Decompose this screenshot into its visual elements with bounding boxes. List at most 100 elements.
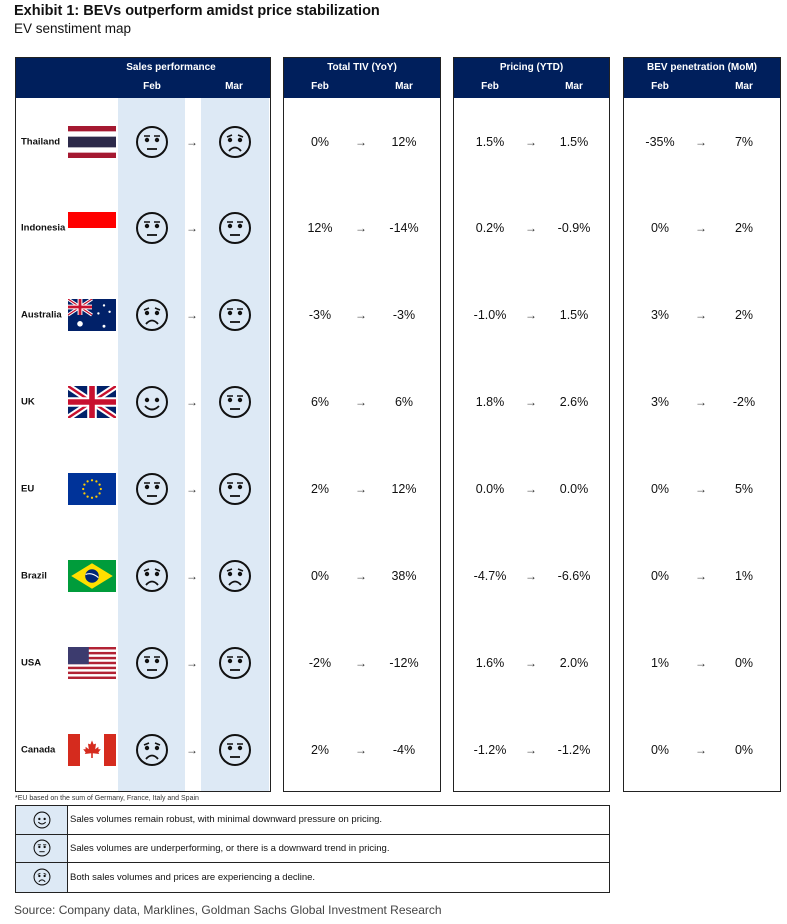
bev-mar-value: 1% — [734, 569, 754, 583]
bev-penetration-panel: BEV penetration (MoM) Feb Mar -35% → 7% 0% →… — [623, 57, 781, 792]
panel-header: Pricing (YTD) Feb Mar — [454, 58, 609, 98]
arrow-icon: → — [355, 742, 367, 757]
brazil-flag-icon — [68, 560, 116, 592]
country-name: Canada — [21, 744, 56, 756]
face-neutral-icon — [135, 472, 169, 506]
arrow-icon: → — [695, 482, 707, 497]
arrow-icon: → — [525, 395, 537, 410]
tiv-mar-value: -12% — [389, 655, 419, 670]
legend-text: Sales volumes remain robust, with minima… — [70, 814, 383, 826]
bev-mar-value: 0% — [734, 655, 754, 670]
arrow-icon: → — [186, 569, 198, 583]
arrow-icon: → — [186, 221, 198, 236]
pricing-mar-value: -1.2% — [557, 742, 591, 757]
exhibit-subtitle: EV senstiment map — [14, 21, 132, 36]
pricing-feb-value: 0.0% — [475, 482, 505, 497]
thailand-flag-icon — [68, 125, 116, 158]
bev-mar-value: -2% — [732, 395, 756, 410]
country-name: USA — [21, 657, 42, 669]
bev-mar-value: 7% — [734, 134, 754, 149]
panel-title: Sales performance — [126, 62, 216, 73]
country-name: Indonesia — [21, 222, 66, 234]
bev-feb-value: 3% — [650, 308, 670, 323]
mar-header: Mar — [565, 81, 583, 92]
arrow-icon: → — [695, 308, 707, 323]
legend-text: Sales volumes are underperforming, or th… — [70, 842, 390, 854]
mar-band — [201, 98, 269, 791]
arrow-icon: → — [355, 482, 367, 497]
pricing-feb-value: 1.6% — [475, 655, 505, 670]
legend: Sales volumes remain robust, with minima… — [15, 805, 610, 893]
feb-header: Feb — [311, 81, 329, 92]
tiv-feb-value: 0% — [310, 134, 330, 149]
face-neutral-icon — [16, 834, 68, 862]
panel-header: Total TIV (YoY) Feb Mar — [284, 58, 440, 98]
face-sad-icon — [135, 733, 169, 767]
feb-header: Feb — [651, 81, 669, 92]
pricing-feb-value: 0.2% — [475, 221, 505, 236]
feb-header: Feb — [143, 81, 161, 92]
arrow-icon: → — [355, 134, 367, 149]
panel-title: BEV penetration (MoM) — [647, 62, 757, 73]
arrow-icon: → — [525, 134, 537, 149]
face-happy-icon — [135, 385, 169, 419]
bev-feb-value: 0% — [650, 221, 670, 236]
bev-feb-value: -35% — [645, 134, 675, 149]
face-sad-icon — [135, 559, 169, 593]
pricing-mar-value: -6.6% — [557, 569, 591, 583]
bev-mar-value: 2% — [734, 221, 754, 236]
legend-row: Sales volumes are underperforming, or th… — [16, 834, 609, 863]
arrow-icon: → — [525, 569, 537, 583]
arrow-icon: → — [355, 655, 367, 670]
pricing-feb-value: 1.8% — [475, 395, 505, 410]
arrow-icon: → — [355, 221, 367, 236]
tiv-feb-value: 12% — [307, 221, 333, 236]
arrow-icon: → — [186, 134, 198, 149]
arrow-icon: → — [525, 742, 537, 757]
arrow-icon: → — [525, 221, 537, 236]
arrow-icon: → — [186, 655, 198, 670]
face-neutral-icon — [218, 733, 252, 767]
tiv-feb-value: -2% — [308, 655, 332, 670]
australia-flag-icon — [67, 297, 116, 332]
arrow-icon: → — [186, 308, 198, 323]
pricing-mar-value: 2.6% — [559, 395, 589, 410]
arrow-icon: → — [186, 742, 198, 757]
feb-band — [118, 98, 185, 791]
bev-feb-value: 0% — [650, 569, 670, 583]
mar-header: Mar — [735, 81, 753, 92]
pricing-feb-value: -1.0% — [473, 308, 507, 323]
arrow-icon: → — [355, 308, 367, 323]
tiv-mar-value: 6% — [394, 395, 414, 410]
bev-feb-value: 3% — [650, 395, 670, 410]
panel-header: BEV penetration (MoM) Feb Mar — [624, 58, 780, 98]
arrow-icon: → — [525, 308, 537, 323]
pricing-feb-value: -1.2% — [473, 742, 507, 757]
tiv-mar-value: -3% — [392, 308, 416, 323]
country-name: UK — [21, 396, 35, 408]
arrow-icon: → — [695, 221, 707, 236]
tiv-feb-value: -3% — [308, 308, 332, 323]
eu-flag-icon — [68, 473, 116, 506]
pricing-mar-value: 0.0% — [559, 482, 589, 497]
arrow-icon: → — [695, 569, 707, 583]
arrow-icon: → — [525, 655, 537, 670]
face-sad-icon — [135, 298, 169, 332]
face-neutral-icon — [218, 646, 252, 680]
tiv-mar-value: 12% — [391, 482, 417, 497]
panel-title: Total TIV (YoY) — [327, 62, 397, 73]
tiv-feb-value: 0% — [310, 569, 330, 583]
country-name: Thailand — [21, 136, 61, 147]
pricing-feb-value: 1.5% — [475, 134, 505, 149]
face-neutral-icon — [218, 298, 252, 332]
pricing-feb-value: -4.7% — [473, 569, 507, 583]
pricing-mar-value: 1.5% — [559, 134, 589, 149]
face-neutral-icon — [218, 385, 252, 419]
uk-flag-icon — [66, 383, 118, 421]
sales-performance-panel: Sales performance Feb Mar Thailand → Indon… — [15, 57, 271, 792]
legend-row: Both sales volumes and prices are experi… — [16, 863, 609, 892]
pricing-panel: Pricing (YTD) Feb Mar 1.5% → 1.5% 0.2% → -0.9… — [453, 57, 610, 792]
mar-header: Mar — [225, 81, 243, 92]
tiv-mar-value: 38% — [391, 569, 417, 583]
tiv-feb-value: 6% — [310, 395, 330, 410]
